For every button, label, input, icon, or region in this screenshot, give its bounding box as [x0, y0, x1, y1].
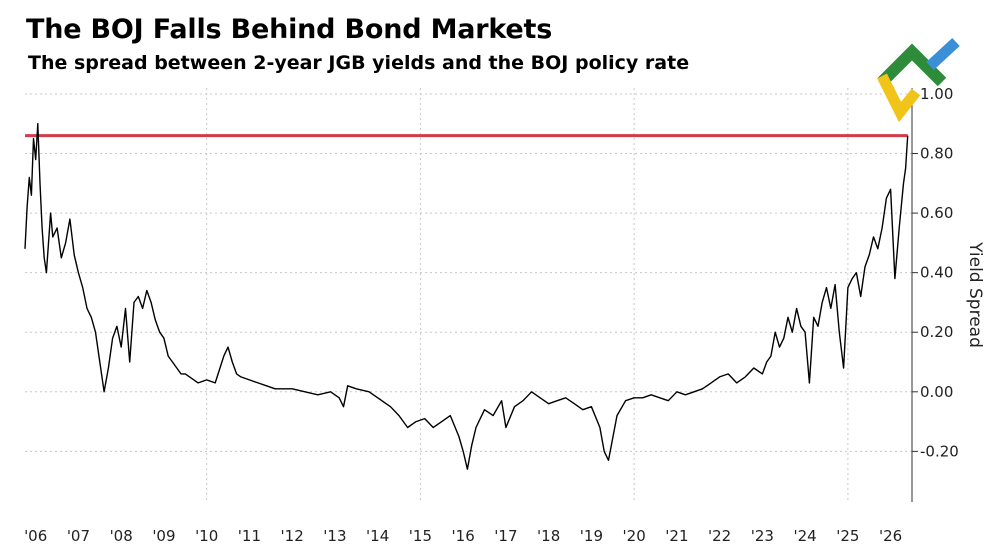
x-tick-label: '14: [366, 527, 389, 545]
x-tick-label: '19: [580, 527, 603, 545]
y-tick-label: 0.00: [920, 383, 953, 401]
x-tick-label: '11: [238, 527, 261, 545]
y-tick-label: 0.80: [920, 145, 953, 163]
y-axis-label: Yield Spread: [965, 241, 985, 348]
x-tick-label: '16: [452, 527, 475, 545]
y-tick-label: 0.20: [920, 323, 953, 341]
x-tick-labels: '06 '07 '08 '09 '10 '11 '12 '13 '14 '15 '16 '17 '18 '…: [24, 527, 902, 545]
x-tick-label: '26: [879, 527, 902, 545]
x-tick-label: '18: [537, 527, 560, 545]
y-tick-label: 0.40: [920, 264, 953, 282]
x-tick-label: '07: [67, 527, 90, 545]
y-tick-label: 1.00: [920, 85, 953, 103]
x-tick-label: '21: [665, 527, 688, 545]
x-tick-label: '06: [24, 527, 47, 545]
x-tick-label: '10: [195, 527, 218, 545]
y-tick-label: -0.20: [920, 442, 959, 460]
horizontal-gridlines: [25, 93, 912, 452]
x-tick-label: '25: [836, 527, 859, 545]
chart-title: The BOJ Falls Behind Bond Markets: [26, 14, 553, 45]
x-tick-label: '13: [323, 527, 346, 545]
chart-subtitle: The spread between 2-year JGB yields and…: [28, 52, 690, 74]
x-tick-label: '08: [110, 527, 133, 545]
x-tick-label: '23: [751, 527, 774, 545]
litefinance-logo-icon: [872, 36, 968, 126]
x-tick-label: '15: [409, 527, 432, 545]
x-tick-label: '24: [794, 527, 817, 545]
yield-spread-series-line: [24, 123, 909, 470]
x-tick-label: '12: [281, 527, 304, 545]
y-tick-marks: [912, 93, 918, 452]
x-tick-label: '22: [708, 527, 731, 545]
x-tick-label: '09: [152, 527, 175, 545]
x-tick-label: '20: [623, 527, 646, 545]
vertical-gridlines: [206, 88, 849, 502]
y-tick-label: 0.60: [920, 204, 953, 222]
y-tick-labels: 1.00 0.80 0.60 0.40 0.20 0.00 -0.20: [920, 85, 959, 460]
x-tick-label: '17: [494, 527, 517, 545]
